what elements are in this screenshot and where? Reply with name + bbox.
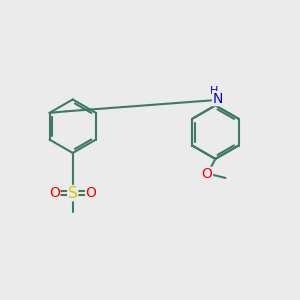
Text: O: O — [202, 167, 212, 182]
Text: S: S — [68, 186, 78, 201]
Text: N: N — [213, 92, 223, 106]
Text: O: O — [49, 186, 60, 200]
Text: H: H — [210, 85, 218, 96]
Text: O: O — [86, 186, 97, 200]
